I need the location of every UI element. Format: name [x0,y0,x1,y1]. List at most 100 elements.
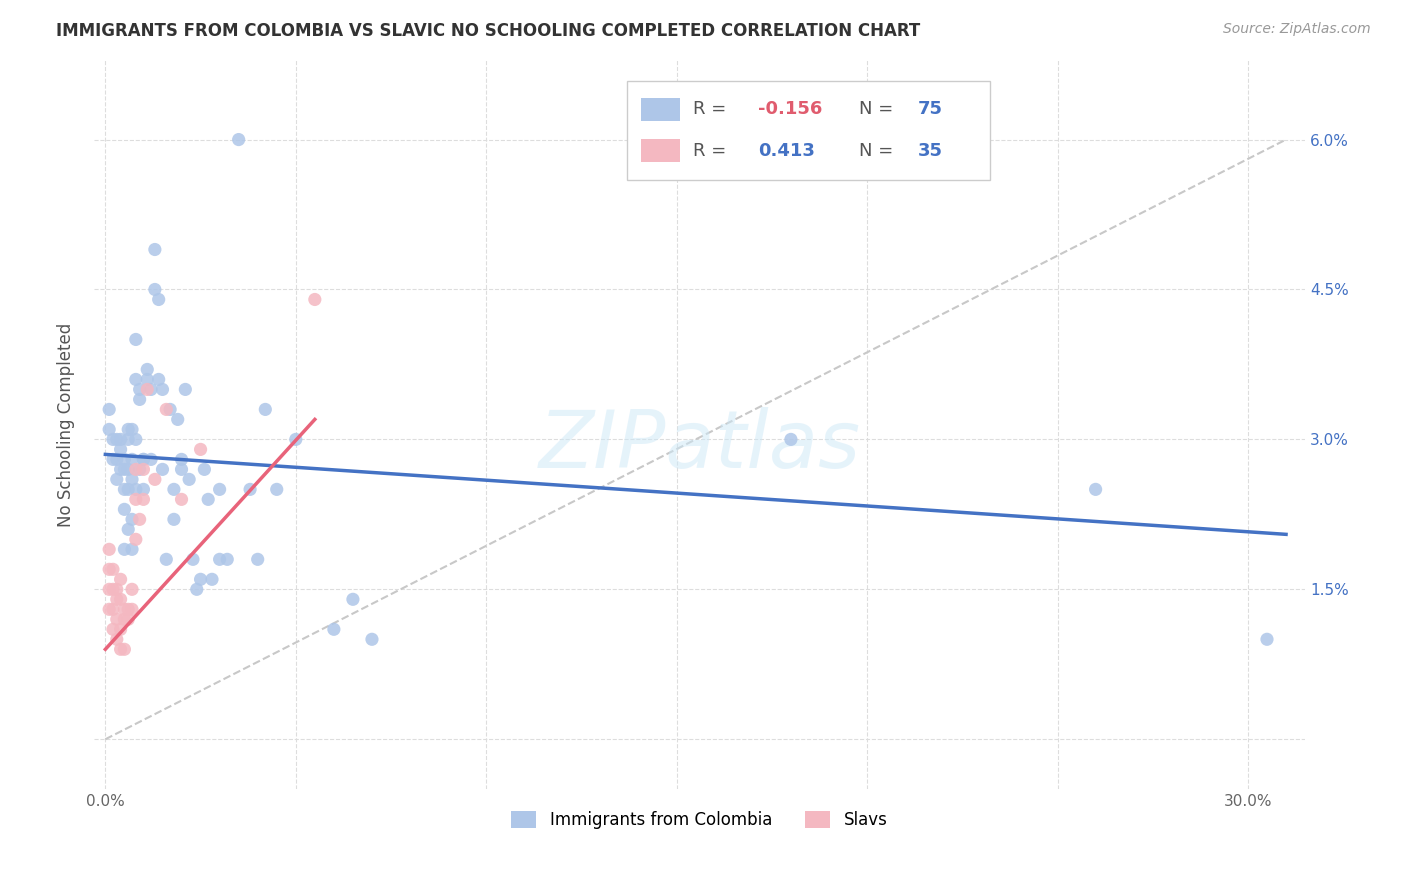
Point [117,483,139,497]
Point [170,492,193,507]
Point [132,452,155,467]
Legend: Immigrants from Colombia, Slavs: Immigrants from Colombia, Slavs [505,804,894,836]
Point [112,462,135,476]
Point [101,433,124,447]
Text: ZIPatlas: ZIPatlas [538,408,860,485]
Point [128,392,150,407]
Point [125,533,148,547]
Point [112,612,135,626]
Point [110,572,132,586]
Point [190,442,212,457]
Point [125,492,148,507]
Point [98,422,121,436]
Point [155,552,177,566]
Point [98,562,121,576]
Point [361,632,384,647]
Point [128,462,150,476]
Point [284,433,307,447]
Point [148,293,170,307]
Point [181,552,204,566]
Text: R =: R = [693,142,733,160]
Point [110,642,132,657]
Point [98,402,121,417]
Point [266,483,288,497]
Point [128,383,150,397]
Point [136,362,159,376]
Point [246,552,269,566]
Text: IMMIGRANTS FROM COLOMBIA VS SLAVIC NO SCHOOLING COMPLETED CORRELATION CHART: IMMIGRANTS FROM COLOMBIA VS SLAVIC NO SC… [56,22,921,40]
Point [170,462,193,476]
Text: N =: N = [859,100,900,119]
Point [155,402,177,417]
Point [121,472,143,486]
Point [121,602,143,616]
Text: 35: 35 [918,142,942,160]
Point [136,383,159,397]
Point [217,552,239,566]
Text: 75: 75 [918,100,942,119]
Point [1084,483,1107,497]
Point [101,602,124,616]
Point [132,492,155,507]
FancyBboxPatch shape [627,81,990,180]
Point [132,462,155,476]
Point [121,452,143,467]
Point [136,372,159,386]
Point [1256,632,1278,647]
Point [143,283,166,297]
Point [112,602,135,616]
Text: Source: ZipAtlas.com: Source: ZipAtlas.com [1223,22,1371,37]
FancyBboxPatch shape [641,97,681,121]
Point [152,383,174,397]
Point [98,602,121,616]
Point [143,243,166,257]
Point [110,442,132,457]
Point [342,592,364,607]
Point [139,452,162,467]
Point [186,582,208,597]
Point [148,372,170,386]
Point [101,622,124,636]
Point [179,472,201,486]
Point [163,483,186,497]
Point [197,492,219,507]
Point [101,582,124,597]
Point [193,462,215,476]
Text: -0.156: -0.156 [758,100,823,119]
Point [159,402,181,417]
Point [110,592,132,607]
Point [190,572,212,586]
Point [105,632,128,647]
Point [121,422,143,436]
Point [125,462,148,476]
Point [112,542,135,557]
FancyBboxPatch shape [641,139,681,162]
Point [117,462,139,476]
Point [125,483,148,497]
Y-axis label: No Schooling Completed: No Schooling Completed [58,322,75,526]
Point [254,402,277,417]
Point [132,452,155,467]
Point [152,462,174,476]
Point [105,452,128,467]
Point [110,622,132,636]
Point [174,383,197,397]
Point [125,433,148,447]
Point [117,612,139,626]
Point [105,582,128,597]
Point [101,452,124,467]
Point [239,483,262,497]
Point [132,483,155,497]
Point [166,412,188,426]
Point [780,433,803,447]
Point [139,383,162,397]
Point [110,433,132,447]
Point [98,582,121,597]
Point [117,433,139,447]
Point [121,542,143,557]
Point [105,612,128,626]
Point [304,293,326,307]
Point [125,333,148,347]
Point [121,582,143,597]
Point [117,522,139,536]
